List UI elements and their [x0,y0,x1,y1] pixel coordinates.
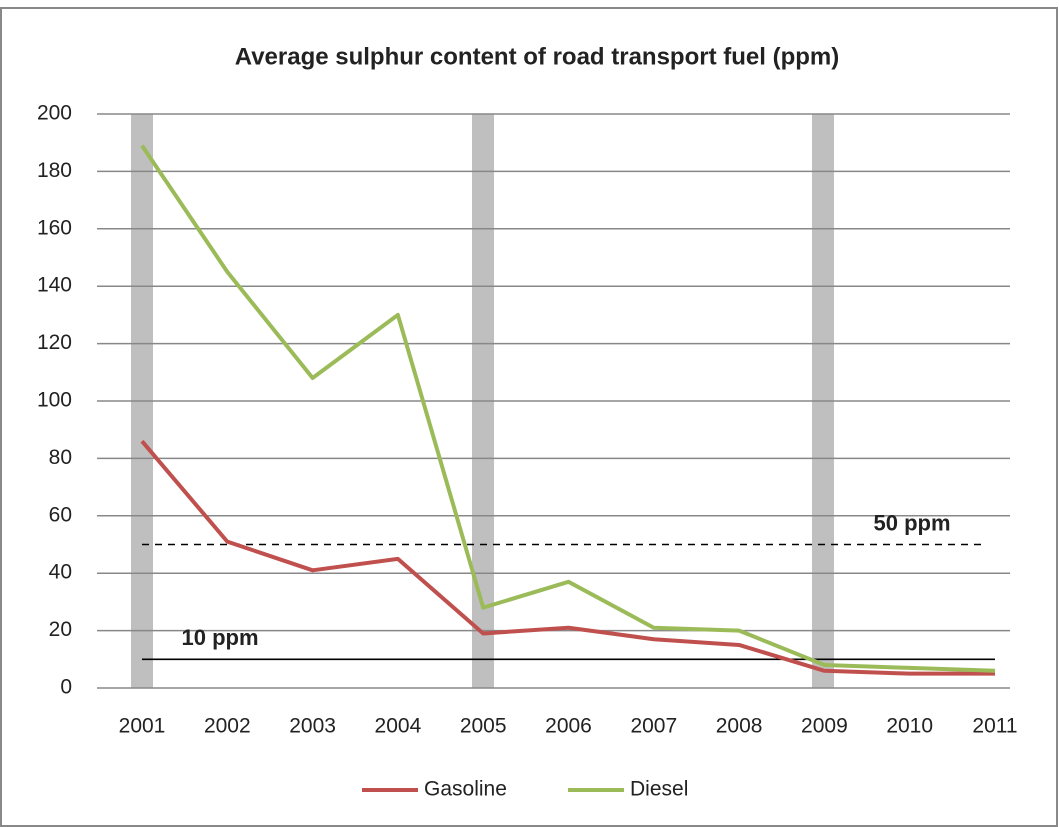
y-tick-label: 200 [37,102,72,125]
x-tick-label: 2005 [460,715,507,738]
x-tick-label: 2003 [289,715,336,738]
x-tick-label: 2002 [204,715,251,738]
x-tick-label: 2006 [545,715,592,738]
x-tick-label: 2007 [630,715,677,738]
y-tick-label: 100 [37,389,72,412]
chart-frame [0,7,1058,827]
x-tick-label: 2004 [375,715,422,738]
legend-label: Diesel [630,778,688,801]
reference-label: 10 ppm [181,625,258,650]
y-tick-label: 80 [49,446,72,469]
series-line [140,439,995,676]
x-tick-label: 2001 [119,715,166,738]
x-tick-label: 2010 [886,715,933,738]
y-tick-label: 40 [49,561,72,584]
series-line [140,144,996,673]
y-tick-label: 180 [37,159,72,182]
x-tick-label: 2008 [716,715,763,738]
y-tick-label: 160 [37,216,72,239]
x-tick-label: 2011 [972,715,1017,738]
y-tick-label: 140 [37,274,72,297]
y-tick-label: 0 [60,676,72,699]
x-tick-label: 2009 [801,715,848,738]
y-tick-label: 20 [49,618,72,641]
reference-label: 50 ppm [873,510,950,535]
y-tick-label: 120 [37,331,72,354]
chart-title: Average sulphur content of road transpor… [235,43,839,70]
legend-label: Gasoline [424,778,507,801]
y-tick-label: 60 [49,503,72,526]
